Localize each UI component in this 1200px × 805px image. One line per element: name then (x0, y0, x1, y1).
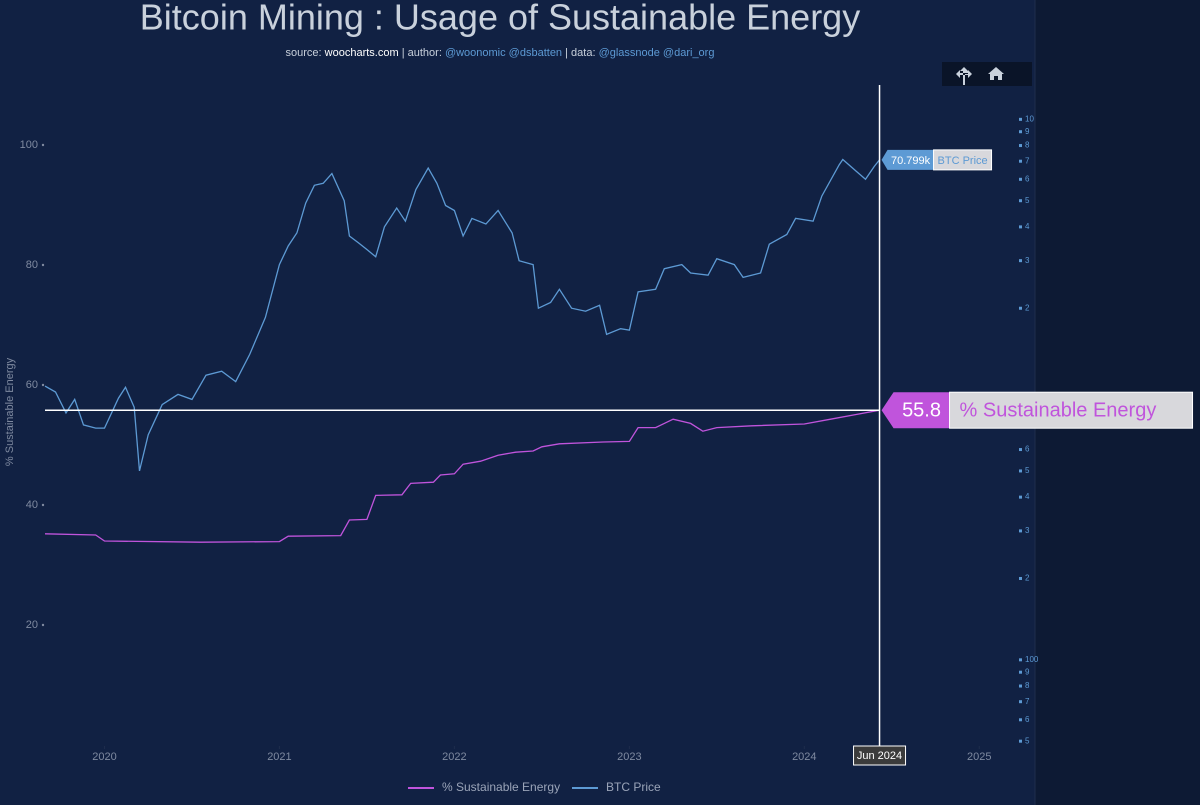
x-hover-label: Jun 2024 (857, 750, 902, 762)
btc-tooltip-box (881, 149, 934, 170)
btc-tooltip-value: 70.799k (891, 155, 931, 167)
x-hover-box (853, 745, 907, 766)
y2-tick-label: 4 (1025, 222, 1030, 231)
y-tick-mark (41, 503, 45, 507)
y2-tick-label: 2 (1025, 303, 1030, 312)
legend-label: % Sustainable Energy (442, 780, 560, 794)
y-tick-mark (41, 263, 45, 267)
y2-tick-label: 3 (1025, 526, 1030, 535)
y2-tick-label: 6 (1025, 174, 1030, 183)
toolbar (942, 62, 1032, 86)
y2-tick-mark (1019, 576, 1022, 580)
x-tick-label: 2024 (792, 751, 816, 763)
btc-tooltip-name: BTC Price (938, 155, 988, 167)
energy-tooltip-value: 55.8 (902, 399, 941, 421)
y2-tick-label: 8 (1025, 141, 1030, 150)
subtitle-part: | author: (399, 47, 445, 59)
y2-tick-mark (1019, 469, 1022, 473)
x-tick-label: 2020 (92, 751, 116, 763)
y2-tick-mark (1019, 259, 1022, 263)
y2-tick-label: 9 (1025, 667, 1030, 676)
x-tick-label: 2021 (267, 751, 291, 763)
y-tick-mark (41, 623, 45, 627)
subtitle-part: source: (286, 47, 325, 59)
y2-tick-label: 10 (1025, 114, 1034, 123)
y2-tick-mark (1019, 144, 1022, 148)
legend-label: BTC Price (606, 780, 661, 794)
pan-icon[interactable] (956, 67, 972, 85)
y-tick-label: 100 (20, 139, 38, 151)
chart-title: Bitcoin Mining : Usage of Sustainable En… (140, 0, 860, 38)
y2-tick-label: 8 (1025, 681, 1030, 690)
x-tick-label: 2022 (442, 751, 466, 763)
x-tick-label: 2023 (617, 751, 641, 763)
y2-tick-mark (1019, 529, 1022, 533)
y2-tick-mark (1019, 670, 1022, 674)
y2-tick-label: 4 (1025, 492, 1030, 501)
y-tick-label: 20 (26, 619, 38, 631)
subtitle-part: @glassnode @dari_org (599, 47, 715, 59)
y2-tick-label: 5 (1025, 196, 1030, 205)
y2-tick-mark (1019, 739, 1022, 743)
y2-tick-label: 7 (1025, 697, 1030, 706)
y2-tick-label: 5 (1025, 736, 1030, 745)
chart-subtitle: source: woocharts.com | author: @woonomi… (286, 47, 715, 59)
y-tick-label: 60 (26, 379, 38, 391)
y2-tick-mark (1019, 684, 1022, 688)
y2-tick-label: 7 (1025, 156, 1030, 165)
y2-tick-mark (1019, 700, 1022, 704)
subtitle-part: | data: (562, 47, 599, 59)
toolbar-icons[interactable] (956, 67, 1004, 85)
series-line (44, 158, 881, 472)
x-tick-label: 2025 (967, 751, 991, 763)
y-tick-label: 80 (26, 259, 38, 271)
y2-tick-label: 3 (1025, 256, 1030, 265)
subtitle-part: woocharts.com (324, 47, 399, 59)
series-line (44, 409, 880, 543)
plot-background (0, 0, 1035, 805)
y2-tick-mark (1019, 117, 1022, 121)
y2-tick-mark (1019, 177, 1022, 181)
y2-tick-mark (1019, 658, 1022, 662)
home-icon[interactable] (988, 67, 1004, 80)
y2-tick-mark (1019, 448, 1022, 452)
y2-tick-mark (1019, 495, 1022, 499)
y-tick-mark (41, 383, 45, 387)
y2-tick-mark (1019, 159, 1022, 163)
y2-tick-mark (1019, 130, 1022, 134)
y2-tick-label: 2 (1025, 574, 1030, 583)
y2-tick-label: 6 (1025, 445, 1030, 454)
y2-tick-mark (1019, 306, 1022, 310)
energy-tooltip-name-box (949, 391, 1194, 429)
y2-tick-label: 100 (1025, 655, 1039, 664)
y2-tick-label: 5 (1025, 466, 1030, 475)
y2-tick-mark (1019, 199, 1022, 203)
y2-tick-label: 6 (1025, 715, 1030, 724)
energy-tooltip-name: % Sustainable Energy (960, 399, 1157, 421)
y-tick-label: 40 (26, 499, 38, 511)
y2-tick-mark (1019, 718, 1022, 722)
y2-tick-mark (1019, 225, 1022, 229)
subtitle-part: @woonomic @dsbatten (445, 47, 562, 59)
y-axis-label: % Sustainable Energy (4, 357, 16, 466)
y-tick-mark (41, 143, 45, 147)
btc-tooltip-name-box (933, 149, 993, 171)
y2-tick-label: 9 (1025, 127, 1030, 136)
energy-tooltip-box (881, 392, 950, 429)
